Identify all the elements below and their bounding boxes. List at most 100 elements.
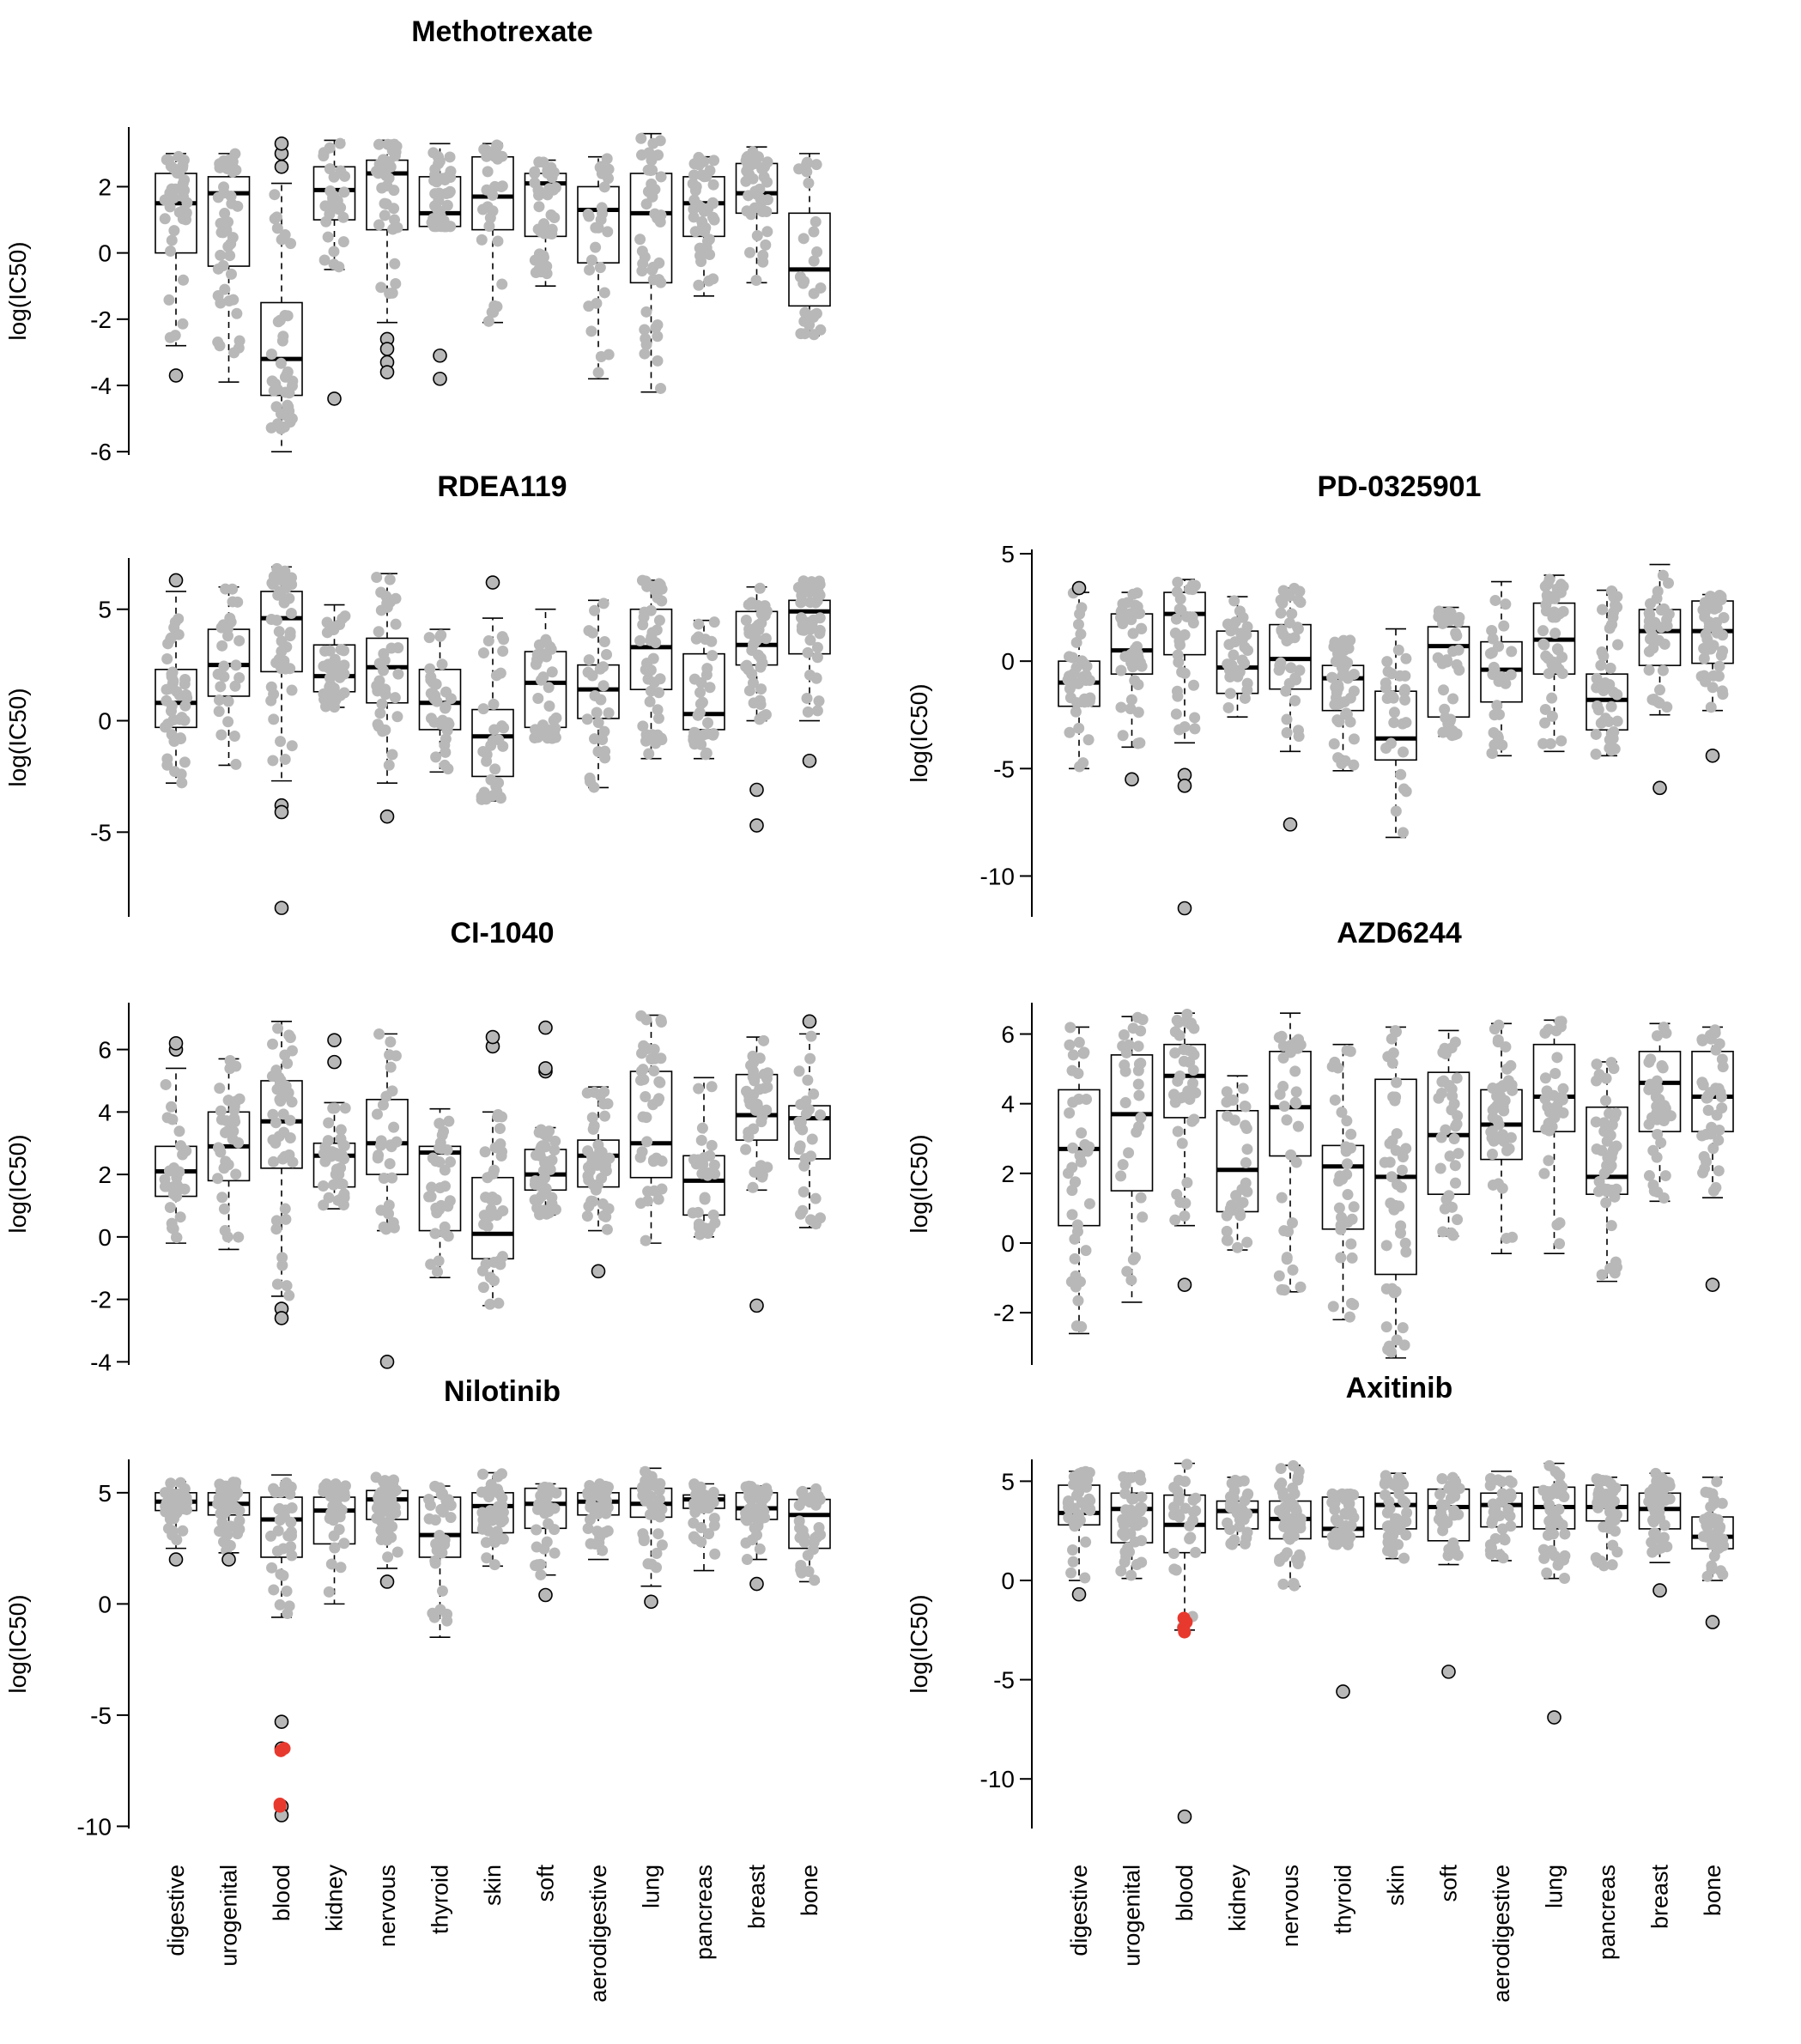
data-point: [1179, 667, 1191, 679]
data-point: [1065, 1567, 1077, 1579]
data-point: [640, 735, 652, 747]
data-point: [1445, 1492, 1457, 1504]
data-point: [1067, 652, 1079, 664]
data-point: [270, 1215, 282, 1227]
data-point: [1080, 1465, 1092, 1477]
data-point: [598, 1086, 610, 1098]
data-point: [600, 1210, 612, 1222]
outlier-point: [485, 575, 500, 590]
data-point: [1135, 1474, 1147, 1486]
data-point: [634, 1151, 646, 1163]
data-point: [1708, 1498, 1720, 1510]
data-point: [761, 176, 773, 188]
data-point: [267, 755, 279, 767]
data-point: [481, 749, 493, 761]
data-point: [709, 1548, 721, 1560]
x-category-label: urogenital: [216, 1865, 242, 1967]
data-point: [592, 221, 604, 234]
data-point: [445, 1156, 457, 1168]
data-point: [445, 1500, 457, 1512]
data-point: [271, 1083, 283, 1095]
data-point: [748, 1505, 760, 1517]
data-point: [1646, 1546, 1658, 1558]
data-point: [804, 597, 816, 609]
data-point: [1386, 1171, 1398, 1183]
data-point: [741, 1514, 753, 1526]
box-digestive: [1058, 580, 1101, 773]
data-point: [271, 1278, 283, 1290]
data-point: [1643, 621, 1655, 633]
data-point: [1547, 611, 1559, 623]
data-point: [424, 663, 436, 675]
data-point: [439, 221, 451, 233]
data-point: [1077, 671, 1089, 683]
data-point: [688, 203, 700, 215]
data-point: [529, 167, 541, 179]
data-point: [1436, 1473, 1448, 1485]
data-point: [270, 1223, 282, 1235]
data-point: [389, 150, 401, 162]
data-point: [1538, 1552, 1550, 1564]
data-point: [1181, 1177, 1193, 1189]
data-point: [438, 1125, 450, 1137]
data-point: [216, 1516, 228, 1528]
data-point: [1546, 710, 1558, 722]
data-point: [538, 648, 550, 660]
data-point: [1280, 685, 1292, 697]
data-point: [1125, 1527, 1137, 1539]
y-tick-label: -10: [980, 863, 1015, 889]
data-point: [1659, 1170, 1671, 1182]
data-point: [1226, 1199, 1238, 1211]
y-tick-label: -2: [993, 1300, 1015, 1326]
data-point: [1706, 1563, 1718, 1575]
data-point: [1239, 692, 1251, 704]
data-point: [390, 618, 402, 630]
data-point: [388, 1121, 400, 1133]
data-point: [1384, 1502, 1396, 1514]
data-point: [802, 646, 814, 658]
data-point: [1179, 1210, 1191, 1222]
data-point: [1541, 590, 1553, 602]
y-axis-label: log(IC50): [906, 683, 932, 782]
data-point: [268, 1155, 280, 1168]
data-point: [1652, 585, 1664, 597]
data-point: [1173, 656, 1185, 668]
data-point: [1660, 1027, 1672, 1039]
data-point: [478, 1210, 490, 1222]
y-tick-label: -4: [90, 373, 112, 399]
data-point: [693, 631, 705, 643]
box-lung: [1532, 573, 1576, 753]
data-point: [698, 729, 710, 741]
data-point: [740, 614, 752, 626]
data-point: [230, 758, 242, 770]
data-point: [334, 137, 346, 149]
data-point: [233, 1231, 245, 1243]
data-point: [282, 1608, 294, 1620]
data-point: [228, 1113, 240, 1125]
data-point: [597, 208, 609, 220]
data-point: [532, 693, 544, 705]
data-point: [274, 1598, 286, 1610]
data-point: [652, 1528, 664, 1540]
data-point: [746, 645, 758, 657]
data-point: [1703, 1487, 1715, 1499]
data-point: [1172, 1125, 1184, 1137]
data-point: [588, 1086, 600, 1098]
data-point: [337, 1139, 349, 1151]
data-point: [754, 582, 766, 594]
data-point: [1132, 1040, 1144, 1052]
data-point: [1398, 746, 1410, 758]
y-axis-label: log(IC50): [4, 1594, 31, 1693]
data-point: [797, 1485, 809, 1497]
outlier-point: [1705, 1277, 1720, 1292]
data-point: [761, 1483, 773, 1495]
data-point: [333, 1524, 345, 1536]
data-point: [1607, 1539, 1619, 1551]
box-aerodigestive: [577, 153, 620, 380]
data-point: [222, 1159, 234, 1171]
data-point: [385, 1036, 397, 1048]
data-point: [1275, 594, 1287, 606]
data-point: [1492, 730, 1504, 742]
data-point: [1542, 1529, 1554, 1541]
data-point: [279, 1049, 291, 1061]
